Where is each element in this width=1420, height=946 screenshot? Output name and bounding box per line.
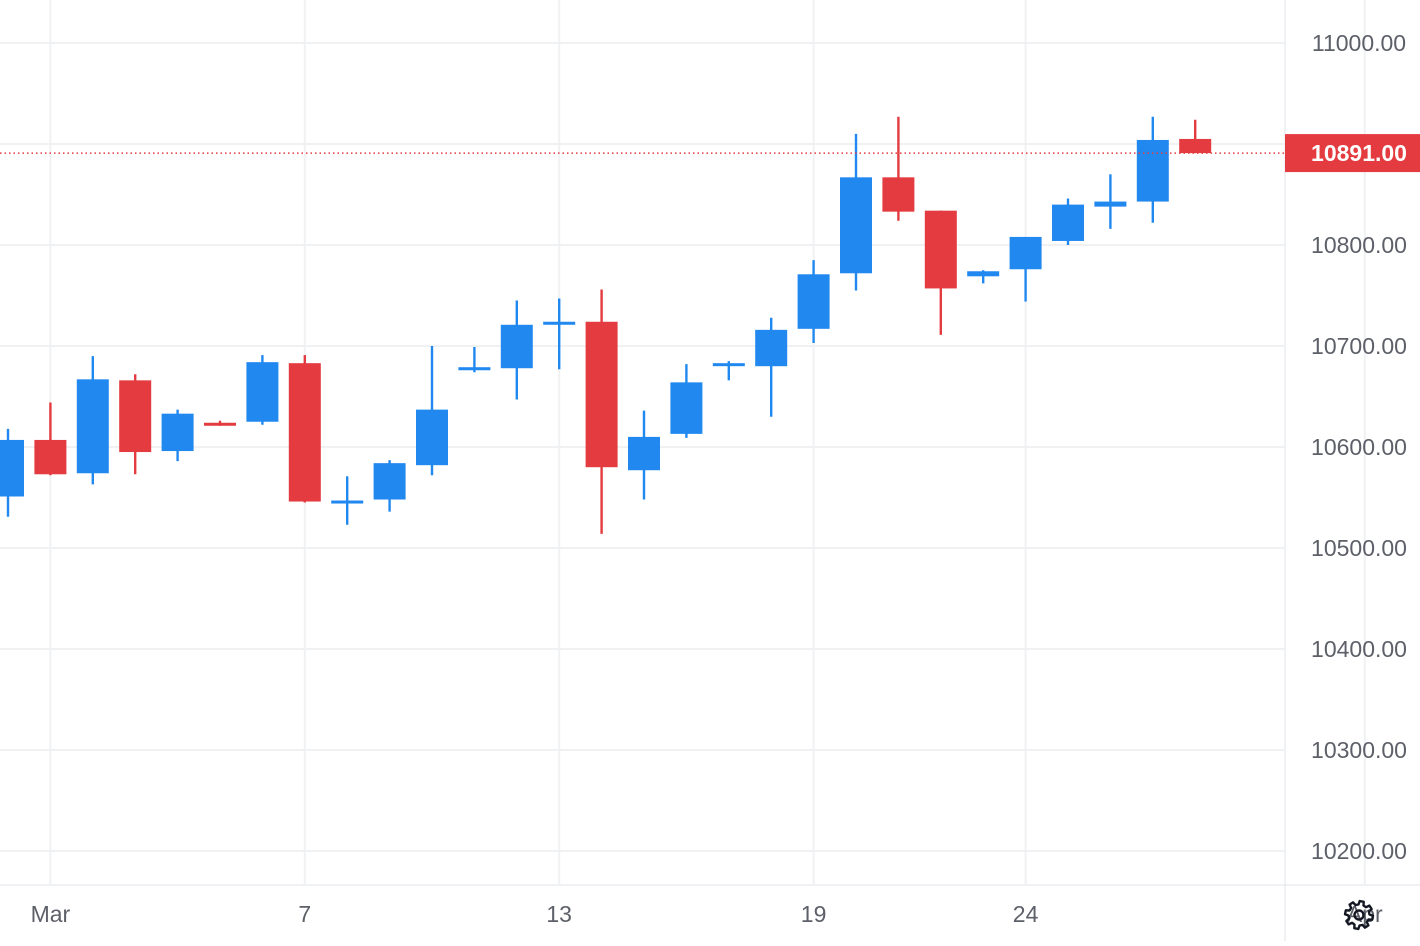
price-tick-label: 10500.00 (1311, 535, 1407, 561)
candle (1179, 119, 1212, 154)
candle (670, 364, 703, 438)
candle-body (0, 439, 24, 497)
last-price-label: 10891.00 (1311, 140, 1407, 166)
time-tick-label: 19 (801, 901, 827, 927)
candle (840, 133, 872, 291)
candle (458, 347, 491, 373)
candle (628, 410, 660, 500)
price-tick-label: 10600.00 (1311, 434, 1407, 460)
candle-body (204, 422, 236, 426)
candle (373, 460, 406, 512)
candle (1094, 174, 1127, 229)
candle (585, 289, 618, 534)
candle-body (543, 321, 576, 325)
price-tick-label: 10700.00 (1311, 333, 1407, 359)
time-tick-label: Mar (31, 901, 71, 927)
gear-icon (1343, 899, 1375, 931)
candle (161, 409, 194, 462)
candle (1052, 198, 1084, 245)
candle-body (458, 367, 491, 371)
candle (119, 374, 152, 475)
price-tick-label: 11000.00 (1312, 30, 1406, 56)
candle-body (797, 274, 830, 329)
candle-body (76, 379, 109, 474)
candle (882, 116, 915, 221)
candle-body (712, 363, 745, 367)
candle (543, 298, 576, 370)
candle (246, 355, 279, 425)
candle (288, 355, 321, 503)
candle (1009, 236, 1042, 302)
candle-body (924, 210, 957, 289)
candle (34, 402, 67, 476)
time-tick-label: 24 (1013, 901, 1039, 927)
candle-body (119, 380, 152, 453)
candle-body (246, 362, 279, 422)
time-axis[interactable]: Mar 7 13 19 24 Apr (31, 901, 1383, 927)
candle-body (882, 177, 915, 212)
price-tick-label: 10200.00 (1311, 838, 1407, 864)
candle (755, 317, 788, 417)
last-price-badge (1285, 134, 1420, 173)
time-tick-label: 13 (546, 901, 572, 927)
candle-body (1136, 139, 1169, 202)
candle (76, 356, 109, 485)
candle (924, 210, 957, 335)
price-tick-label: 10300.00 (1311, 737, 1407, 763)
settings-button[interactable] (1336, 892, 1382, 938)
candle (0, 428, 24, 517)
candle (416, 346, 448, 476)
candle (712, 361, 745, 381)
candle-body (670, 382, 703, 434)
candles (0, 116, 1212, 534)
candle-body (1052, 204, 1084, 241)
candle-body (967, 271, 1000, 277)
candle (1136, 116, 1169, 223)
candle-body (628, 436, 660, 471)
candle-body (373, 463, 406, 500)
candle-body (755, 329, 788, 367)
candle-body (288, 363, 321, 502)
candle-body (840, 177, 872, 274)
candle-body (331, 500, 364, 504)
candle (967, 270, 1000, 284)
candle (500, 300, 533, 400)
candle-body (585, 321, 618, 468)
candle-body (34, 439, 67, 475)
price-tick-label: 10400.00 (1311, 636, 1407, 662)
candle-body (500, 324, 533, 369)
price-axis[interactable]: 11000.00 10800.00 10700.00 10600.00 10500.00… (1285, 30, 1420, 864)
candle (204, 420, 236, 426)
candle-body (161, 413, 194, 452)
candle (331, 476, 364, 525)
candle-body (1179, 138, 1212, 154)
candle-body (1094, 201, 1127, 207)
candle (797, 260, 830, 343)
candle-body (416, 409, 448, 466)
price-tick-label: 10800.00 (1311, 232, 1407, 258)
time-tick-label: 7 (298, 901, 311, 927)
candle-body (1009, 236, 1042, 270)
